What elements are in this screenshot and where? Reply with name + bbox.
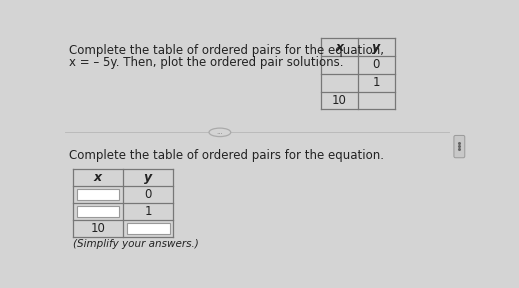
Text: y: y: [372, 41, 380, 54]
Text: 10: 10: [332, 94, 347, 107]
Text: x = – 5y. Then, plot the ordered pair solutions.: x = – 5y. Then, plot the ordered pair so…: [69, 56, 343, 69]
FancyBboxPatch shape: [76, 189, 119, 200]
FancyBboxPatch shape: [76, 206, 119, 217]
Text: 0: 0: [373, 58, 380, 71]
Text: Complete the table of ordered pairs for the equation,: Complete the table of ordered pairs for …: [69, 44, 384, 57]
Text: (Simplify your answers.): (Simplify your answers.): [73, 239, 198, 249]
Text: x: x: [94, 171, 102, 184]
Text: x: x: [335, 41, 343, 54]
Text: y: y: [144, 171, 152, 184]
FancyBboxPatch shape: [127, 223, 170, 234]
Ellipse shape: [209, 128, 231, 137]
Text: ...: ...: [216, 129, 223, 135]
Text: 1: 1: [373, 76, 380, 89]
Text: 10: 10: [90, 222, 105, 235]
FancyBboxPatch shape: [454, 135, 465, 158]
Text: 1: 1: [144, 205, 152, 218]
Text: Complete the table of ordered pairs for the equation.: Complete the table of ordered pairs for …: [69, 149, 384, 162]
Text: 0: 0: [144, 188, 152, 201]
